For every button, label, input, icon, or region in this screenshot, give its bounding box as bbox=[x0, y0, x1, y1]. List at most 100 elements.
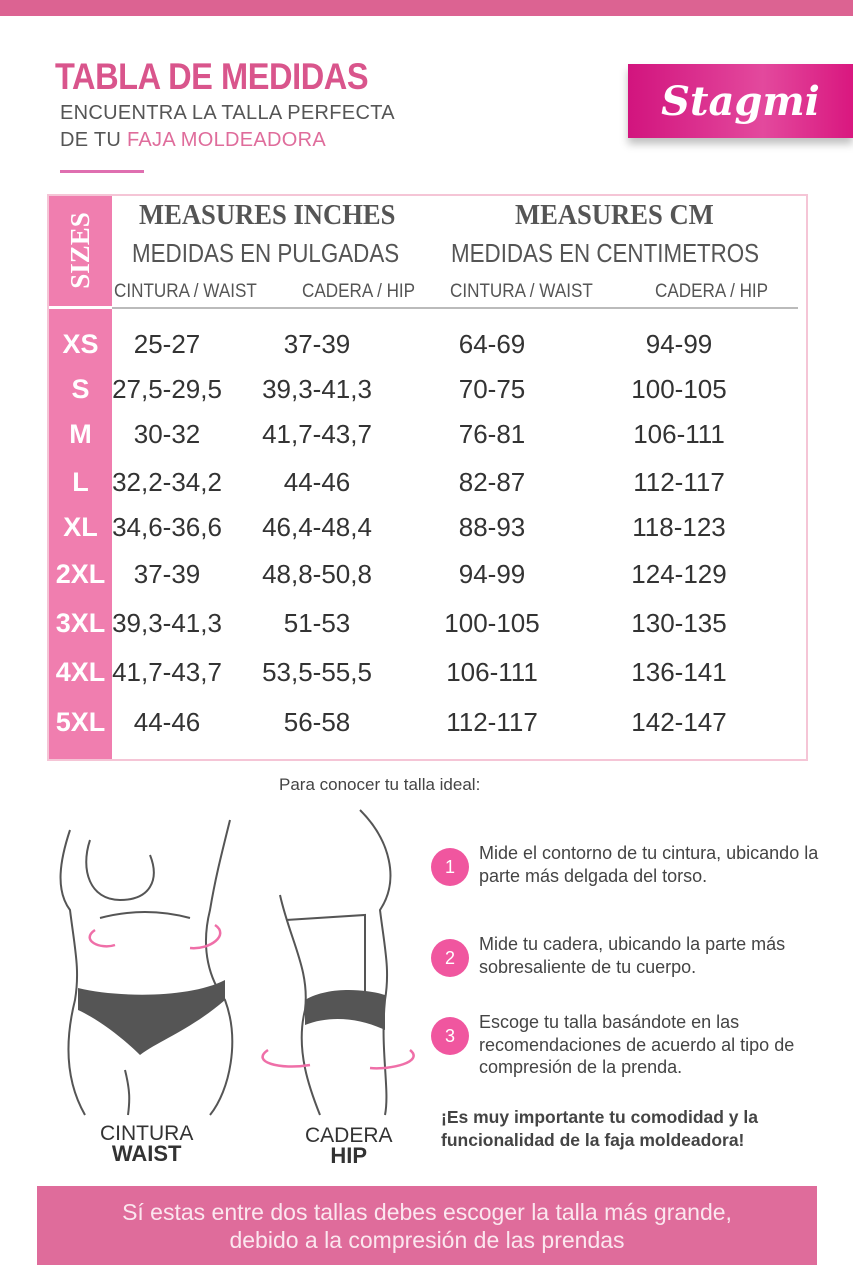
measure-cell: 34,6-36,6 bbox=[112, 512, 222, 542]
col-header: CADERA / HIP bbox=[302, 281, 416, 302]
inches-subtitle: MEDIDAS EN PULGADAS bbox=[132, 238, 400, 268]
table-row: S 27,5-29,5 39,3-41,3 70-75 100-105 bbox=[49, 369, 806, 409]
measure-cell: 82-87 bbox=[458, 467, 526, 497]
waist-label: CINTURA WAIST bbox=[100, 1122, 194, 1166]
size-cell: S bbox=[71, 374, 90, 404]
measure-cell: 41,7-43,7 bbox=[112, 657, 222, 687]
measure-cell: 41,7-43,7 bbox=[262, 419, 372, 449]
measure-cell: 46,4-48,4 bbox=[262, 512, 372, 542]
size-table: SIZES MEASURES INCHES MEASURES CM MEDIDA… bbox=[47, 194, 808, 761]
table-row: 4XL 41,7-43,7 53,5-55,5 106-111 136-141 bbox=[49, 652, 806, 692]
measure-cell: 70-75 bbox=[458, 374, 526, 404]
measure-cell: 94-99 bbox=[458, 559, 526, 589]
table-row: XS 25-27 37-39 64-69 94-99 bbox=[49, 324, 806, 364]
step-text: Escoge tu talla basándote en las recomen… bbox=[479, 1012, 795, 1077]
hip-label-en: HIP bbox=[330, 1143, 368, 1168]
footer-line1: Sí estas entre dos tallas debes escoger … bbox=[122, 1199, 732, 1225]
measure-cell: 44-46 bbox=[283, 467, 351, 497]
measure-cell: 100-105 bbox=[444, 608, 540, 638]
measure-cell: 118-123 bbox=[632, 512, 726, 542]
front-body-outline bbox=[59, 819, 234, 1116]
hip-label-es: CADERA bbox=[305, 1124, 393, 1147]
measure-cell: 27,5-29,5 bbox=[112, 374, 222, 404]
measure-arrows bbox=[88, 923, 415, 1070]
divider bbox=[49, 306, 112, 309]
size-cell: 2XL bbox=[55, 559, 106, 589]
table-row: L 32,2-34,2 44-46 82-87 112-117 bbox=[49, 462, 806, 502]
measure-cell: 32,2-34,2 bbox=[112, 467, 222, 497]
subtitle-line1: ENCUENTRA LA TALLA PERFECTA bbox=[60, 102, 395, 124]
measure-cell: 51-53 bbox=[283, 608, 351, 638]
measure-cell: 136-141 bbox=[631, 657, 727, 687]
measure-cell: 124-129 bbox=[631, 559, 727, 589]
measure-cell: 76-81 bbox=[458, 419, 526, 449]
size-cell: 3XL bbox=[55, 608, 106, 638]
table-row: 2XL 37-39 48,8-50,8 94-99 124-129 bbox=[49, 554, 806, 594]
step-2: 2 Mide tu cadera, ubicando la parte más s… bbox=[431, 933, 849, 978]
logo-text: Stagmi bbox=[661, 77, 820, 125]
measure-cell: 112-117 bbox=[446, 707, 538, 737]
top-bar bbox=[0, 0, 853, 16]
measure-cell: 39,3-41,3 bbox=[262, 374, 372, 404]
size-cell: XL bbox=[63, 512, 98, 542]
side-underwear bbox=[305, 990, 385, 1030]
table-row: 3XL 39,3-41,3 51-53 100-105 130-135 bbox=[49, 603, 806, 643]
inches-title: MEASURES INCHES bbox=[139, 200, 396, 231]
header-divider bbox=[112, 307, 798, 309]
cm-subtitle: MEDIDAS EN CENTIMETROS bbox=[451, 238, 760, 268]
size-cell: XS bbox=[62, 329, 99, 359]
step-text: Mide tu cadera, ubicando la parte más so… bbox=[479, 934, 786, 977]
table-row: 5XL 44-46 56-58 112-117 142-147 bbox=[49, 702, 806, 742]
step-3: 3 Escoge tu talla basándote en las recome… bbox=[431, 1011, 849, 1079]
guide-intro: Para conocer tu talla ideal: bbox=[279, 775, 481, 794]
step-badge: 1 bbox=[431, 848, 469, 886]
col-header: CINTURA / WAIST bbox=[450, 281, 593, 302]
measure-cell: 53,5-55,5 bbox=[262, 657, 372, 687]
front-underwear bbox=[78, 980, 225, 1055]
size-cell: 5XL bbox=[55, 707, 106, 737]
subtitle-highlight: FAJA MOLDEADORA bbox=[127, 129, 326, 151]
col-header: CINTURA / WAIST bbox=[114, 281, 257, 302]
measure-cell: 30-32 bbox=[133, 419, 201, 449]
waist-label-en: WAIST bbox=[111, 1141, 182, 1166]
page-title: TABLA DE MEDIDAS bbox=[55, 56, 369, 97]
footer-line2: debido a la compresión de las prendas bbox=[229, 1227, 625, 1253]
size-cell: L bbox=[72, 467, 89, 497]
step-badge: 2 bbox=[431, 939, 469, 977]
measure-cell: 37-39 bbox=[133, 559, 201, 589]
measure-cell: 44-46 bbox=[133, 707, 201, 737]
important-note: ¡Es muy importante tu comodidad y la fun… bbox=[441, 1107, 758, 1150]
measure-cell: 39,3-41,3 bbox=[112, 608, 222, 638]
sizes-label: SIZES bbox=[65, 211, 95, 289]
step-badge: 3 bbox=[431, 1017, 469, 1055]
step-1: 1 Mide el contorno de tu cintura, ubicand… bbox=[431, 842, 849, 887]
size-cell: 4XL bbox=[55, 657, 106, 687]
measure-cell: 94-99 bbox=[645, 329, 713, 359]
hip-label: CADERA HIP bbox=[305, 1124, 393, 1168]
measure-cell: 88-93 bbox=[458, 512, 526, 542]
measure-cell: 48,8-50,8 bbox=[262, 559, 372, 589]
cm-title: MEASURES CM bbox=[515, 200, 714, 231]
measure-cell: 56-58 bbox=[283, 707, 351, 737]
measure-cell: 106-111 bbox=[633, 419, 725, 449]
footer-banner: Sí estas entre dos tallas debes escoger … bbox=[37, 1186, 817, 1265]
sizes-header: SIZES bbox=[49, 196, 112, 304]
measure-cell: 106-111 bbox=[446, 657, 538, 687]
subtitle-line2: DE TU FAJA MOLDEADORA bbox=[60, 128, 326, 152]
waist-label-es: CINTURA bbox=[100, 1122, 194, 1145]
table-row: M 30-32 41,7-43,7 76-81 106-111 bbox=[49, 414, 806, 454]
measure-cell: 112-117 bbox=[633, 467, 725, 497]
subtitle-prefix: DE TU bbox=[60, 129, 127, 151]
measure-cell: 25-27 bbox=[133, 329, 201, 359]
brand-logo: Stagmi bbox=[628, 64, 853, 138]
size-column bbox=[49, 196, 112, 759]
title-underline bbox=[60, 170, 144, 173]
measure-cell: 37-39 bbox=[283, 329, 351, 359]
table-row: XL 34,6-36,6 46,4-48,4 88-93 118-123 bbox=[49, 507, 806, 547]
col-header: CADERA / HIP bbox=[655, 281, 769, 302]
measure-cell: 100-105 bbox=[631, 374, 727, 404]
measure-cell: 64-69 bbox=[458, 329, 526, 359]
body-illustration bbox=[59, 809, 415, 1116]
measure-cell: 130-135 bbox=[631, 608, 727, 638]
step-text: Mide el contorno de tu cintura, ubicando… bbox=[479, 843, 819, 886]
